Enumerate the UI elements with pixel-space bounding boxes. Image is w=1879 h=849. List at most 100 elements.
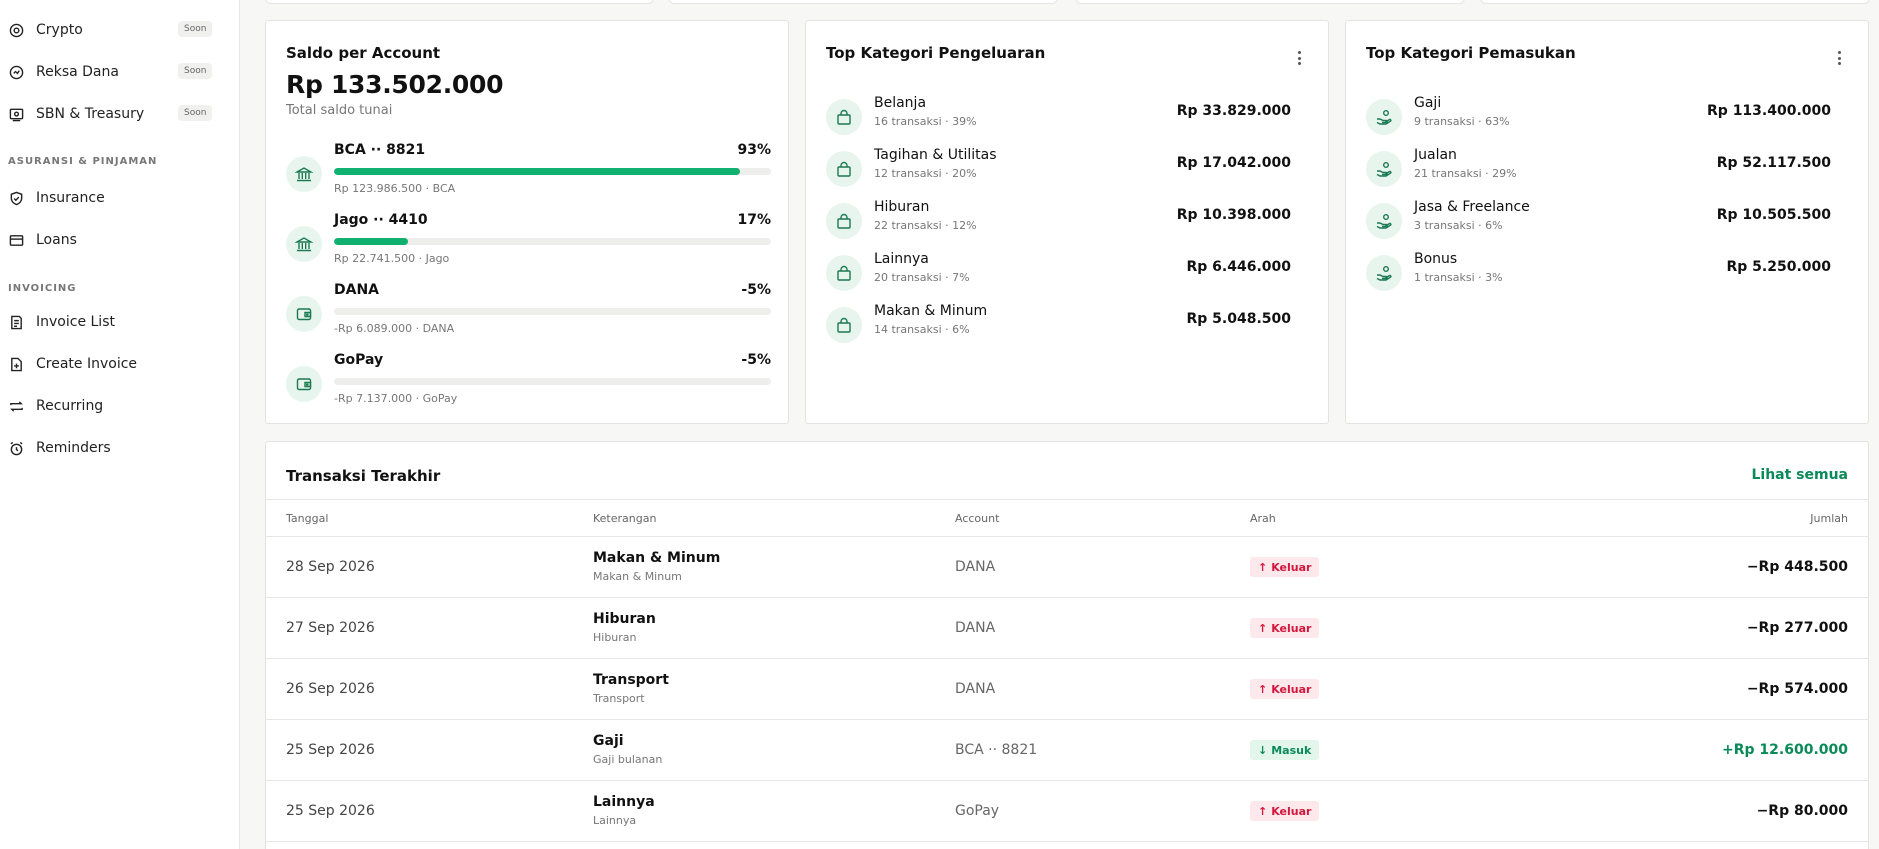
more-options-icon[interactable] (1838, 51, 1842, 65)
account-percent: -5% (741, 352, 771, 368)
more-options-icon[interactable] (1298, 51, 1302, 65)
transaction-account: BCA ·· 8821 (955, 742, 1038, 758)
hand-coins-icon (1366, 99, 1402, 135)
shopping-bag-icon (826, 99, 862, 135)
soon-badge: Soon (178, 105, 213, 121)
direction-label: Keluar (1271, 560, 1312, 574)
stat-card-stub (668, 0, 1058, 4)
transaction-category: Makan & Minum (593, 570, 682, 583)
category-detail: 1 transaksi · 3% (1414, 271, 1503, 284)
transaction-amount: −Rp 574.000 (1746, 681, 1848, 697)
account-share-bar (334, 238, 771, 245)
category-name: Tagihan & Utilitas (874, 147, 997, 163)
category-row[interactable]: Gaji 9 transaksi · 63% Rp 113.400.000 (1366, 95, 1851, 139)
category-amount: Rp 113.400.000 (1707, 103, 1831, 119)
sidebar-item-label: Create Invoice (36, 356, 138, 372)
top-expense-categories-card: Top Kategori Pengeluaran Belanja 16 tran… (805, 20, 1329, 424)
hand-coins-icon (1366, 255, 1402, 291)
sidebar-item-recurring[interactable]: Recurring (0, 389, 239, 423)
transaction-amount: −Rp 277.000 (1746, 620, 1848, 636)
table-row[interactable]: 27 Sep 2026 Hiburan Hiburan DANA ↑ Keluar… (266, 598, 1868, 659)
sidebar-item-label: SBN & Treasury (36, 106, 145, 122)
list-icon (8, 314, 24, 330)
card-title: Top Kategori Pemasukan (1366, 44, 1576, 62)
direction-badge: ↑ Keluar (1250, 557, 1320, 577)
transaction-description: Makan & Minum (593, 550, 721, 566)
transaction-category: Hiburan (593, 631, 637, 644)
column-header-amount: Jumlah (1810, 512, 1848, 525)
soon-badge: Soon (178, 63, 213, 79)
section-invoicing: INVOICING (8, 283, 77, 294)
account-row[interactable]: BCA ·· 8821 93% Rp 123.986.500 · BCA (286, 142, 771, 202)
account-detail: -Rp 6.089.000 · DANA (334, 322, 455, 335)
account-percent: 93% (737, 142, 771, 158)
account-row[interactable]: Jago ·· 4410 17% Rp 22.741.500 · Jago (286, 212, 771, 272)
category-amount: Rp 10.505.500 (1716, 207, 1831, 223)
sidebar-item-invoice-list[interactable]: Invoice List (0, 305, 239, 339)
category-detail: 3 transaksi · 6% (1414, 219, 1503, 232)
account-share-fill (334, 238, 409, 245)
category-row[interactable]: Belanja 16 transaksi · 39% Rp 33.829.000 (826, 95, 1311, 139)
table-row[interactable]: 26 Sep 2026 Transport Transport DANA ↑ Ke… (266, 659, 1868, 720)
category-detail: 9 transaksi · 63% (1414, 115, 1510, 128)
column-header-account: Account (955, 512, 1000, 525)
shield-icon (8, 190, 24, 206)
table-row[interactable]: 25 Sep 2026 Gaji Gaji bulanan BCA ·· 882… (266, 720, 1868, 781)
category-row[interactable]: Lainnya 20 transaksi · 7% Rp 6.446.000 (826, 251, 1311, 295)
category-amount: Rp 5.250.000 (1726, 259, 1831, 275)
repeat-icon (8, 398, 24, 414)
wallet-icon (286, 366, 322, 402)
category-row[interactable]: Tagihan & Utilitas 12 transaksi · 20% Rp… (826, 147, 1311, 191)
category-detail: 20 transaksi · 7% (874, 271, 970, 284)
table-row[interactable]: 25 Sep 2026 Lainnya Lainnya GoPay ↑ Kelua… (266, 781, 1868, 842)
direction-label: Keluar (1271, 804, 1312, 818)
direction-label: Keluar (1271, 682, 1312, 696)
transaction-date: 25 Sep 2026 (286, 803, 375, 819)
transaction-date: 26 Sep 2026 (286, 681, 375, 697)
sidebar-item-reminders[interactable]: Reminders (0, 431, 239, 465)
saldo-per-account-card: Saldo per Account Rp 133.502.000 Total s… (265, 20, 789, 424)
category-row[interactable]: Jasa & Freelance 3 transaksi · 6% Rp 10.… (1366, 199, 1851, 243)
shopping-bag-icon (826, 255, 862, 291)
transaction-category: Lainnya (593, 814, 637, 827)
shopping-bag-icon (826, 307, 862, 343)
sidebar-item-label: Loans (36, 232, 77, 248)
direction-label: Keluar (1271, 621, 1312, 635)
sidebar-item-label: Reminders (36, 440, 111, 456)
transaction-description: Gaji (593, 733, 624, 749)
category-row[interactable]: Makan & Minum 14 transaksi · 6% Rp 5.048… (826, 303, 1311, 347)
category-detail: 22 transaksi · 12% (874, 219, 977, 232)
transaction-date: 27 Sep 2026 (286, 620, 375, 636)
arrow-up-icon: ↑ (1258, 804, 1268, 818)
sidebar-item-label: Invoice List (36, 314, 115, 330)
recent-transactions-card: Transaksi Terakhir Lihat semua Tanggal K… (265, 441, 1869, 849)
transaction-description: Transport (593, 672, 669, 688)
card-icon (8, 232, 24, 248)
transaction-account: DANA (955, 620, 996, 636)
category-row[interactable]: Hiburan 22 transaksi · 12% Rp 10.398.000 (826, 199, 1311, 243)
sidebar-item-crypto[interactable]: Crypto Soon (0, 13, 239, 47)
account-share-bar (334, 168, 771, 175)
account-name: DANA (334, 282, 380, 298)
account-detail: Rp 123.986.500 · BCA (334, 182, 456, 195)
sidebar-item-create-invoice[interactable]: Create Invoice (0, 347, 239, 381)
see-all-link[interactable]: Lihat semua (1751, 467, 1848, 483)
account-detail: Rp 22.741.500 · Jago (334, 252, 450, 265)
sidebar-item-label: Crypto (36, 22, 83, 38)
account-name: Jago ·· 4410 (334, 212, 428, 228)
sidebar-item-sbn-treasury[interactable]: SBN & Treasury Soon (0, 97, 239, 131)
sidebar-item-loans[interactable]: Loans (0, 223, 239, 257)
direction-badge: ↑ Keluar (1250, 801, 1320, 821)
category-name: Jualan (1414, 147, 1457, 163)
account-row[interactable]: GoPay -5% -Rp 7.137.000 · GoPay (286, 352, 771, 412)
file-plus-icon (8, 356, 24, 372)
sidebar-item-insurance[interactable]: Insurance (0, 181, 239, 215)
category-row[interactable]: Jualan 21 transaksi · 29% Rp 52.117.500 (1366, 147, 1851, 191)
table-row[interactable]: 28 Sep 2026 Makan & Minum Makan & Minum … (266, 537, 1868, 598)
direction-label: Masuk (1271, 743, 1312, 757)
category-name: Lainnya (874, 251, 929, 267)
category-row[interactable]: Bonus 1 transaksi · 3% Rp 5.250.000 (1366, 251, 1851, 295)
sidebar-item-reksa-dana[interactable]: Reksa Dana Soon (0, 55, 239, 89)
account-row[interactable]: DANA -5% -Rp 6.089.000 · DANA (286, 282, 771, 342)
stat-card-stub (1480, 0, 1870, 4)
